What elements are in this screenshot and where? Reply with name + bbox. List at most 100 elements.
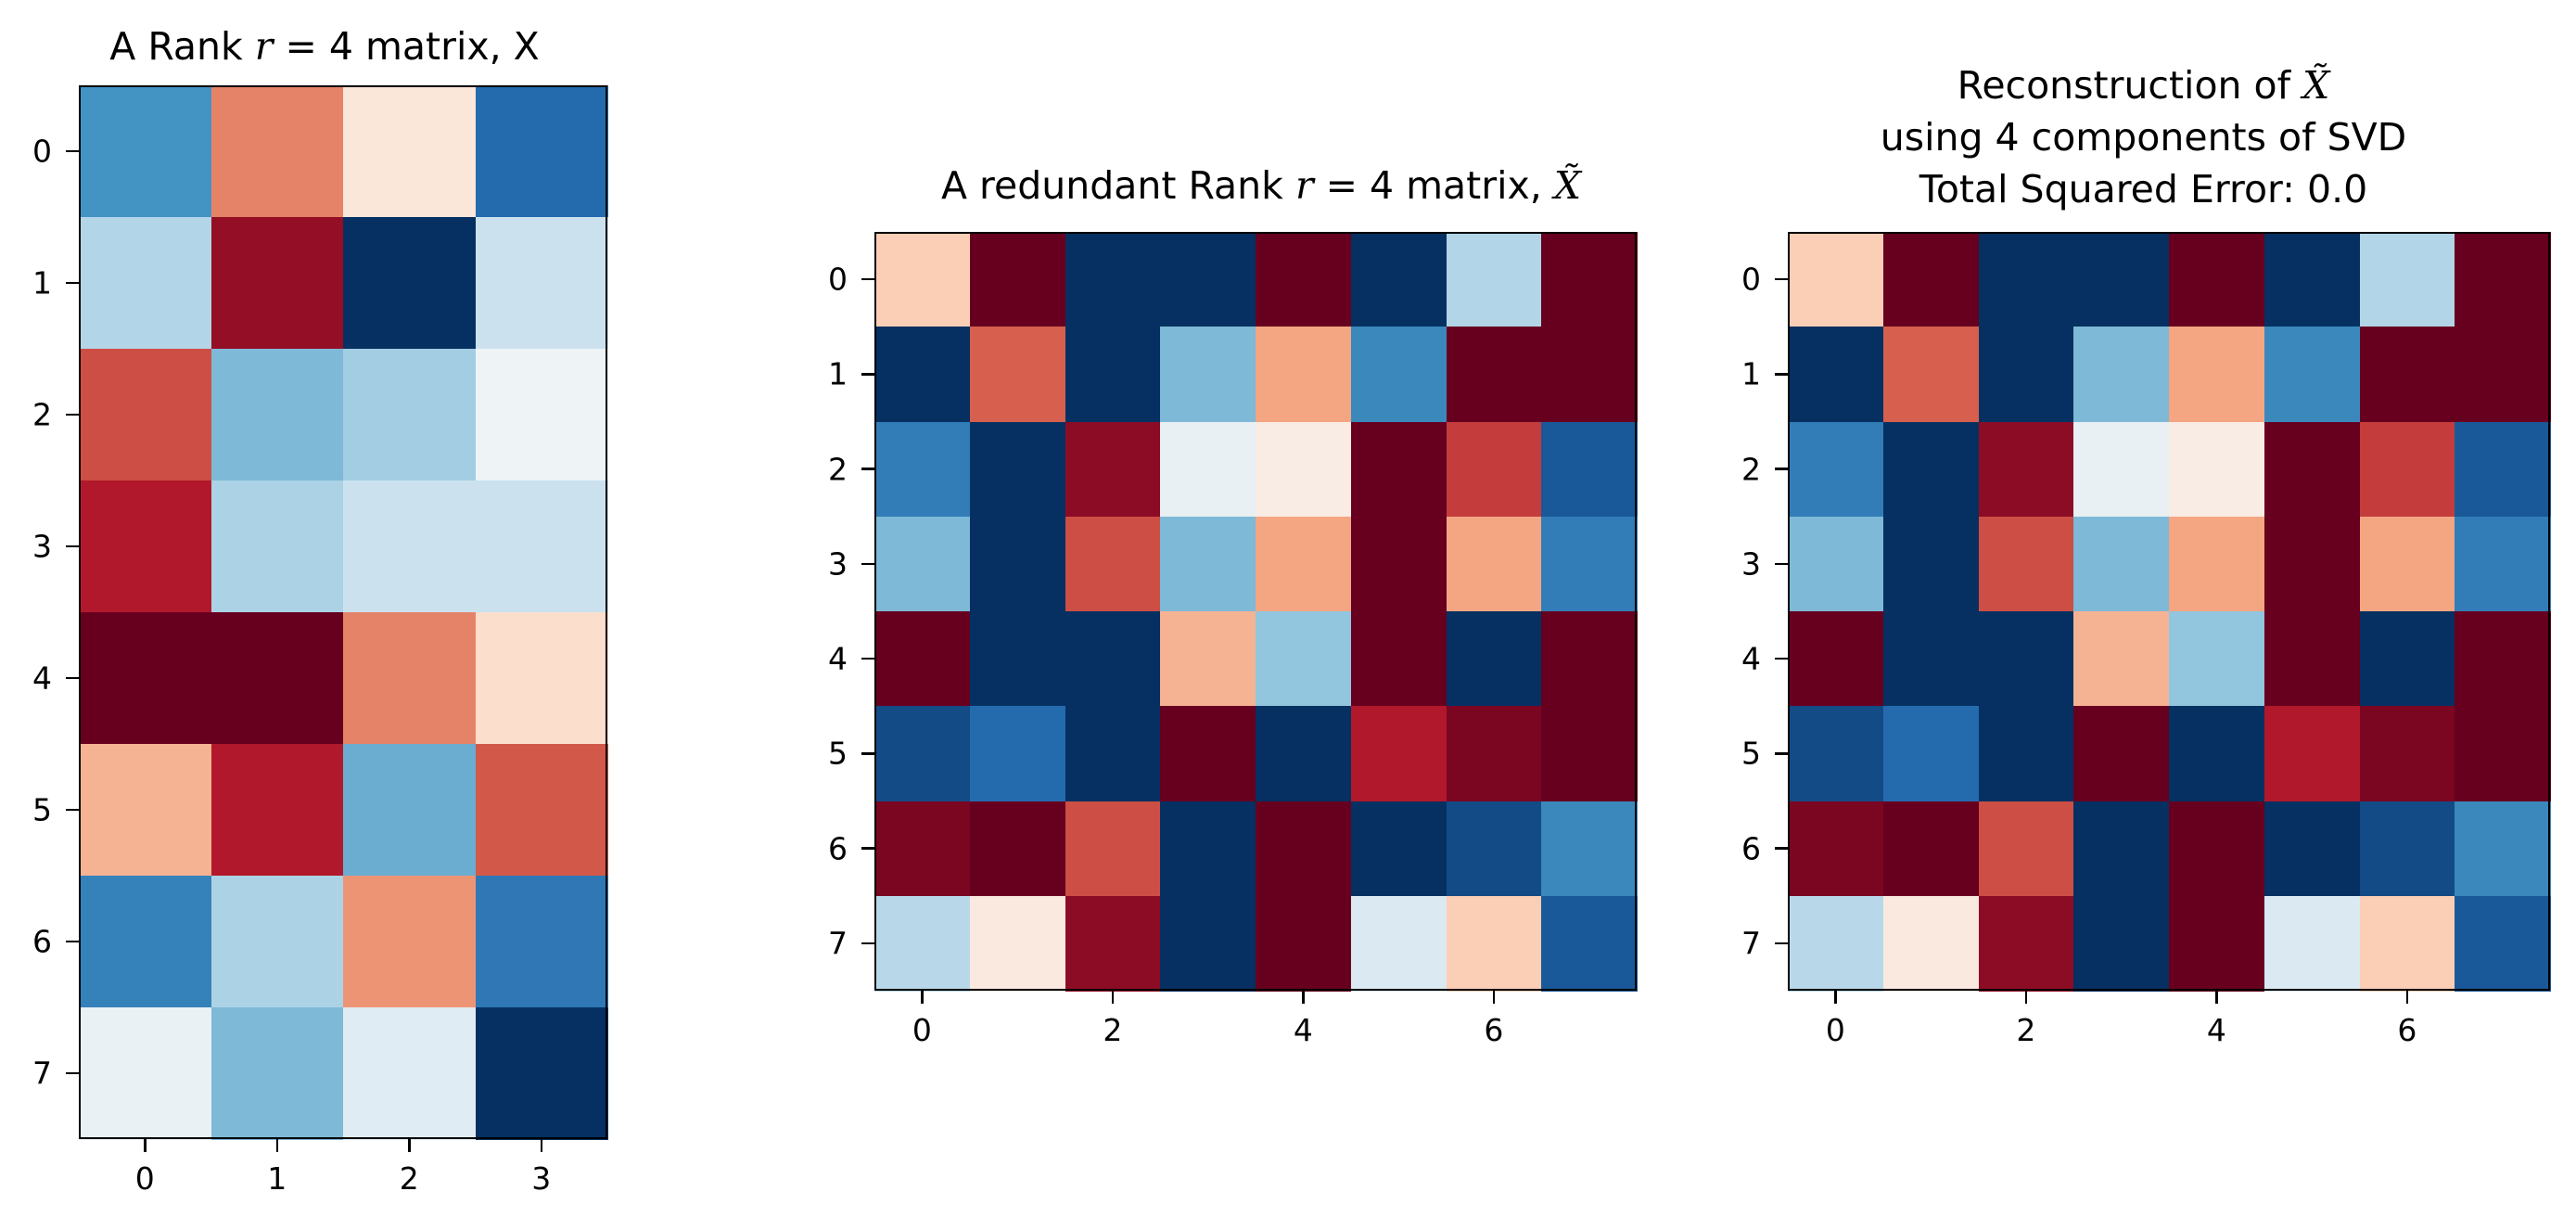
y-tick-mark [861,373,874,376]
heatmap-cell-r0-c6 [2359,232,2455,327]
y-tick-mark [66,676,79,680]
heatmap-cell-r3-c0 [874,516,971,612]
heatmap-cell-r4-c6 [1446,611,1542,707]
heatmap-cell-r6-c6 [1446,801,1542,897]
heatmap-cell-r1-c5 [1350,327,1447,423]
heatmap-cell-r7-c3 [475,1007,608,1140]
y-tick-label: 0 [828,261,848,298]
x-tick-label: 0 [1825,1012,1845,1048]
x-tick-label: 4 [1293,1012,1313,1048]
heatmap-cell-r7-c4 [2169,895,2265,992]
heatmap-cell-r1-c2 [1065,327,1161,423]
heatmap-cell-r1-c6 [1446,327,1542,423]
heatmap-cell-r3-c2 [1065,516,1161,612]
heatmap-cell-r7-c0 [79,1007,212,1140]
y-tick-mark [1775,277,1788,281]
heatmap-cell-r7-c3 [2073,895,2170,992]
heatmap-cell-r0-c0 [874,232,971,327]
heatmap-cell-r1-c7 [1541,327,1638,423]
heatmap-cell-r3-c6 [1446,516,1542,612]
heatmap-cell-r1-c2 [1978,327,2074,423]
y-tick-mark [861,277,874,281]
heatmap-cell-r1-c4 [1256,327,1352,423]
heatmap-cell-r4-c1 [969,611,1066,707]
heatmap-cell-r0-c0 [1788,232,1884,327]
heatmap-cell-r3-c6 [2359,516,2455,612]
x-tick-label: 6 [1484,1012,1504,1048]
heatmap-cell-r1-c1 [210,217,344,350]
heatmap-cell-r7-c5 [1350,895,1447,992]
heatmap-cell-r2-c3 [475,349,608,481]
heatmap-cell-r2-c4 [1256,421,1352,518]
x-tick-mark [275,1139,278,1152]
heatmap-cell-r3-c0 [1788,516,1884,612]
y-tick-label: 5 [828,735,848,772]
heatmap-cell-r0-c1 [210,85,344,218]
y-tick-label: 1 [32,264,52,301]
y-tick-label: 4 [32,660,52,697]
heatmap-cell-r2-c5 [2264,421,2361,518]
heatmap-cell-r0-c4 [2169,232,2265,327]
heatmap-cell-r0-c0 [79,85,212,218]
heatmap-cell-r4-c2 [1065,611,1161,707]
y-tick-label: 2 [828,451,848,488]
heatmap-cell-r0-c2 [1065,232,1161,327]
heatmap-cell-r3-c5 [2264,516,2361,612]
y-tick-label: 7 [1741,925,1761,962]
heatmap-cell-r3-c7 [1541,516,1638,612]
heatmap-cell-r5-c2 [343,744,477,877]
heatmap-cell-r7-c2 [343,1007,477,1140]
heatmap-cell-r5-c7 [2455,706,2551,802]
x-tick-label: 0 [912,1012,932,1048]
heatmap-cell-r4-c0 [874,611,971,707]
heatmap-cell-r7-c4 [1256,895,1352,992]
heatmap-cell-r3-c5 [1350,516,1447,612]
x-tick-label: 3 [531,1160,552,1197]
heatmap-cell-r6-c3 [1160,801,1256,897]
heatmap-cell-r4-c5 [1350,611,1447,707]
heatmap-cell-r2-c2 [343,349,477,481]
y-tick-label: 4 [828,640,848,677]
heatmap-cell-r3-c4 [1256,516,1352,612]
heatmap-cell-r3-c1 [210,480,344,613]
heatmap-cell-r3-c0 [79,480,212,613]
y-tick-label: 6 [1741,830,1761,867]
heatmap-cell-r1-c7 [2455,327,2551,423]
y-tick-mark [66,1071,79,1075]
heatmap-cell-r1-c1 [1882,327,1980,423]
heatmap-cell-r6-c7 [2455,801,2551,897]
heatmap-cell-r5-c1 [969,706,1066,802]
heatmap-cell-r2-c7 [2455,421,2551,518]
heatmap-cell-r4-c3 [2073,611,2170,707]
y-tick-mark [861,562,874,566]
heatmap-cell-r0-c3 [2073,232,2170,327]
heatmap-cell-r5-c0 [874,706,971,802]
y-tick-mark [1775,847,1788,850]
heatmap-cell-r6-c7 [1541,801,1638,897]
x-tick-mark [540,1139,542,1152]
heatmap-cell-r1-c3 [1160,327,1256,423]
heatmap-cell-r5-c3 [475,744,608,877]
heatmap-cell-r5-c0 [1788,706,1884,802]
heatmap-cell-r4-c3 [475,612,608,745]
y-tick-mark [66,281,79,285]
heatmap-cell-r6-c4 [2169,801,2265,897]
heatmap-cell-r4-c0 [1788,611,1884,707]
heatmap-cell-r4-c6 [2359,611,2455,707]
heatmap-cell-r2-c1 [1882,421,1980,518]
heatmap-cell-r5-c5 [1350,706,1447,802]
heatmap-cell-r5-c1 [1882,706,1980,802]
x-tick-mark [1111,991,1115,1004]
y-tick-label: 4 [1741,640,1761,677]
heatmap-cell-r7-c6 [1446,895,1542,992]
heatmap-cell-r3-c2 [1978,516,2074,612]
heatmap-cell-r1-c1 [969,327,1066,423]
y-tick-mark [861,468,874,470]
x-tick-mark [2405,991,2409,1004]
y-tick-mark [66,413,79,416]
heatmap-cell-r2-c2 [1065,421,1161,518]
heatmap-cell-r1-c0 [874,327,971,423]
y-tick-label: 3 [32,528,52,565]
heatmap-cell-r5-c6 [1446,706,1542,802]
